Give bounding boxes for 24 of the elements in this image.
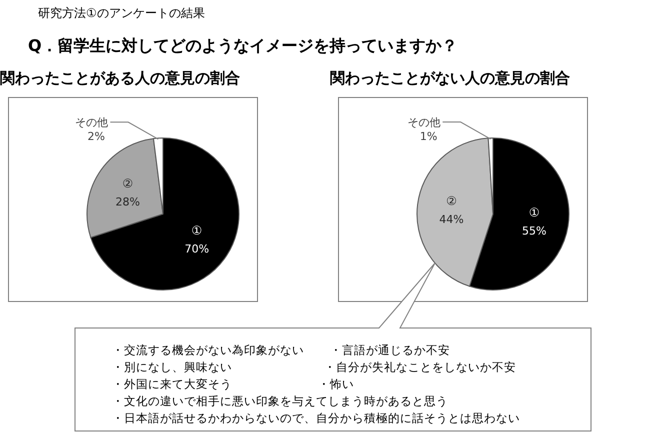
- slice-label: ①: [528, 206, 540, 220]
- slice-label: ①: [191, 224, 202, 238]
- data-label: 2%: [88, 130, 105, 144]
- text: ・文化の違いで相手に悪い印象を与えてしまう時があると思う: [112, 394, 448, 409]
- text: ・別になし、興味ない: [112, 360, 232, 375]
- data-label: 70%: [184, 242, 210, 256]
- text: ・自分が失礼なことをしないか不安: [324, 360, 516, 375]
- data-label: 44%: [439, 212, 464, 226]
- slice-label: ②: [122, 176, 134, 191]
- text: ・言語が通じるか不安: [330, 343, 450, 358]
- text: Q．留学生に対してどのようなイメージを持っていますか？: [28, 36, 458, 57]
- chart-title: 関わったことがない人の意見の割合: [330, 69, 571, 88]
- slice-label: その他: [408, 116, 441, 130]
- text: ・日本語が話せるかわからないので、自分から積極的に話そうとは思わない: [112, 411, 520, 426]
- chart-title: 関わったことがある人の意見の割合: [0, 69, 241, 88]
- text: ・外国に来て大変そう: [112, 377, 232, 392]
- slice-label: その他: [75, 116, 108, 130]
- text: 研究方法①のアンケートの結果: [38, 5, 205, 22]
- text: ・怖い: [318, 377, 354, 392]
- data-label: 28%: [115, 196, 140, 209]
- slice-label: ②: [446, 194, 457, 208]
- data-label: 55%: [522, 224, 547, 238]
- text: ・交流する機会がない為印象がない: [112, 343, 304, 358]
- data-label: 1%: [420, 130, 438, 144]
